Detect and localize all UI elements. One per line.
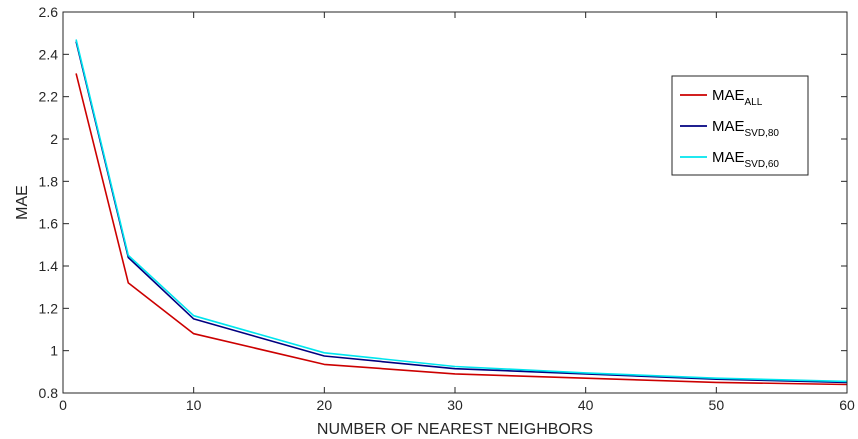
y-tick-label: 2.4 bbox=[39, 46, 59, 62]
series-line-1 bbox=[75, 41, 848, 384]
y-tick-label: 2.6 bbox=[39, 4, 59, 20]
legend: MAEALL MAESVD,80 MAESVD,60 bbox=[671, 75, 809, 176]
legend-label-1: MAESVD,80 bbox=[712, 118, 779, 139]
x-tick-label: 0 bbox=[59, 397, 67, 413]
y-tick-label: 1 bbox=[50, 343, 58, 359]
y-tick-label: 2.2 bbox=[39, 89, 59, 105]
x-tick-label: 20 bbox=[317, 397, 333, 413]
x-tick-label: 10 bbox=[186, 397, 202, 413]
y-tick-label: 1.4 bbox=[39, 258, 59, 274]
series-line-2 bbox=[75, 39, 848, 383]
legend-label-0: MAEALL bbox=[712, 87, 763, 108]
x-tick-label: 50 bbox=[709, 397, 725, 413]
y-tick-label: 0.8 bbox=[39, 385, 59, 401]
legend-label-2: MAESVD,60 bbox=[712, 149, 779, 170]
x-tick-label: 30 bbox=[447, 397, 463, 413]
plot-area bbox=[63, 12, 847, 393]
y-tick-label: 1.8 bbox=[39, 173, 59, 189]
series-line-0 bbox=[75, 73, 848, 386]
ticks: 0 10 20 30 40 50 60 0.8 1 1.2 1.4 1.6 1.8 2 2.2 2.4 2.6 bbox=[39, 4, 855, 413]
plot-background bbox=[63, 12, 847, 393]
y-tick-label: 2 bbox=[50, 131, 58, 147]
x-axis-title: NUMBER OF NEAREST NEIGHBORS bbox=[317, 421, 593, 438]
series-layer bbox=[75, 39, 848, 386]
y-tick-label: 1.2 bbox=[39, 300, 59, 316]
x-tick-label: 40 bbox=[578, 397, 594, 413]
y-axis-title: MAE bbox=[14, 185, 31, 220]
y-tick-label: 1.6 bbox=[39, 216, 59, 232]
x-tick-label: 60 bbox=[839, 397, 855, 413]
